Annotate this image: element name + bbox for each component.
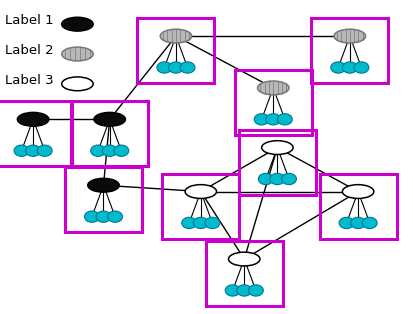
- Circle shape: [350, 217, 365, 229]
- Circle shape: [114, 145, 128, 156]
- Circle shape: [236, 285, 251, 296]
- Circle shape: [14, 145, 29, 156]
- Circle shape: [342, 62, 356, 73]
- Ellipse shape: [342, 185, 373, 198]
- Ellipse shape: [62, 47, 93, 61]
- Ellipse shape: [257, 81, 288, 95]
- Text: Label 2: Label 2: [5, 44, 53, 57]
- Circle shape: [96, 211, 111, 222]
- Circle shape: [330, 62, 345, 73]
- Circle shape: [265, 114, 280, 125]
- Ellipse shape: [333, 29, 365, 43]
- Circle shape: [258, 173, 273, 185]
- Circle shape: [338, 217, 353, 229]
- Circle shape: [168, 62, 183, 73]
- Circle shape: [269, 173, 284, 185]
- Circle shape: [193, 217, 208, 229]
- Circle shape: [361, 217, 376, 229]
- Circle shape: [254, 114, 268, 125]
- Circle shape: [181, 217, 196, 229]
- Circle shape: [26, 145, 40, 156]
- Circle shape: [277, 114, 292, 125]
- Ellipse shape: [160, 29, 191, 43]
- Circle shape: [37, 145, 52, 156]
- Circle shape: [107, 211, 122, 222]
- Ellipse shape: [94, 112, 125, 126]
- Text: Label 1: Label 1: [5, 14, 53, 27]
- Ellipse shape: [62, 77, 93, 91]
- Circle shape: [102, 145, 117, 156]
- Ellipse shape: [261, 141, 292, 154]
- Ellipse shape: [62, 17, 93, 31]
- Ellipse shape: [228, 252, 259, 266]
- Circle shape: [225, 285, 240, 296]
- Circle shape: [157, 62, 171, 73]
- Ellipse shape: [185, 185, 216, 198]
- Circle shape: [248, 285, 263, 296]
- Circle shape: [353, 62, 368, 73]
- Ellipse shape: [88, 178, 119, 192]
- Text: Label 3: Label 3: [5, 74, 53, 87]
- Circle shape: [180, 62, 195, 73]
- Circle shape: [90, 145, 105, 156]
- Circle shape: [281, 173, 296, 185]
- Circle shape: [84, 211, 99, 222]
- Circle shape: [204, 217, 219, 229]
- Ellipse shape: [17, 112, 49, 126]
